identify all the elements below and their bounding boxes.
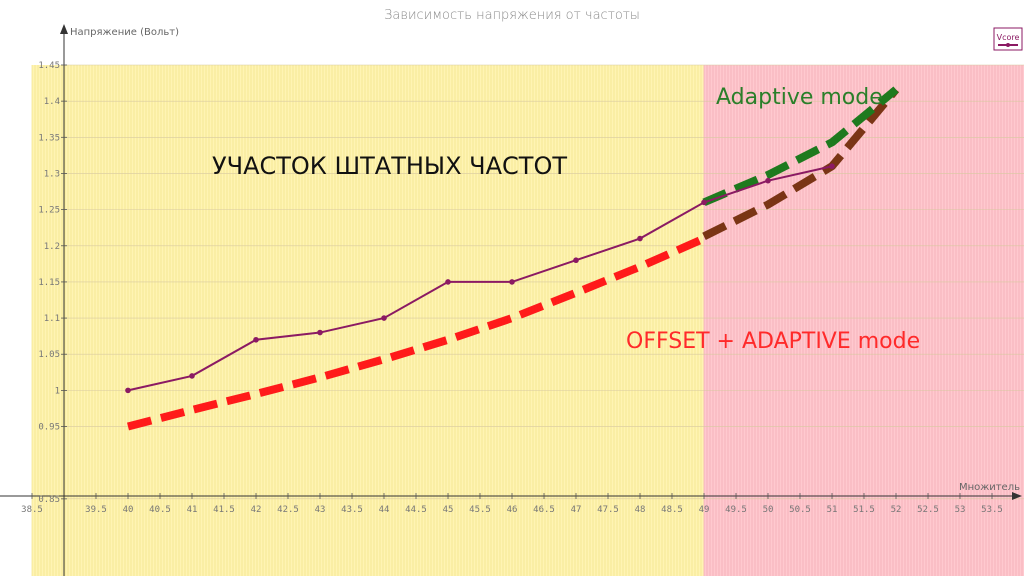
axes [0, 24, 1022, 576]
legend-label: Vcore [997, 33, 1020, 42]
x-tick-label: 52.5 [917, 505, 939, 515]
x-tick-label: 40 [123, 505, 134, 515]
data-point [765, 177, 771, 184]
x-tick-label: 45.5 [469, 505, 491, 515]
data-point [445, 279, 451, 285]
y-tick-label: 1 [55, 386, 60, 396]
y-tick-label: 1.25 [38, 206, 60, 216]
y-tick-label: 1.05 [38, 350, 60, 360]
x-tick-label: 46 [507, 505, 518, 515]
data-point [701, 199, 707, 206]
x-tick-label: 52 [891, 505, 902, 515]
y-tick-label: 0.95 [38, 423, 60, 433]
x-tick-label: 50 [763, 505, 774, 515]
x-tick-label: 48 [635, 505, 646, 515]
series-layer [125, 163, 835, 394]
x-axis-arrow [1012, 492, 1022, 500]
data-point [125, 387, 131, 394]
x-tick-label: 39.5 [85, 505, 107, 515]
y-tick-label: 1.1 [44, 314, 60, 324]
data-point [253, 336, 259, 343]
x-tick-label: 43 [315, 505, 326, 515]
x-tick-label: 45 [443, 505, 454, 515]
y-tick-label: 1.2 [44, 242, 60, 252]
x-tick-label: 48.5 [661, 505, 683, 515]
annotation-offset-adaptive-mode: OFFSET + ADAPTIVE mode [626, 329, 920, 354]
x-tick-label: 41.5 [213, 505, 235, 515]
data-point [573, 257, 579, 264]
data-point [189, 373, 195, 379]
legend-marker [1006, 43, 1010, 47]
series-line-vcore [127, 165, 833, 392]
legend: Vcore [993, 27, 1023, 51]
data-point [509, 279, 515, 285]
y-tick-labels: 1.45 1.4 1.35 1.3 1.25 1.2 1.15 1.1 1.05 1 0.95 0.8… [38, 61, 67, 505]
x-tick-label: 47 [571, 505, 582, 515]
x-tick-label: 44 [379, 505, 390, 515]
zone-stripes [31, 65, 1023, 576]
overlay-curve-1 [702, 87, 900, 240]
y-tick-label: 1.4 [44, 97, 60, 107]
x-tick-label: 42.5 [277, 505, 299, 515]
chart-title: Зависимость напряжения от частоты [384, 8, 640, 23]
x-tick-labels: 38.5 39.5 40 40.5 41 41.5 42 42.5 43 43.5 44 44.5 45… [21, 493, 1003, 515]
overlay-curves [126, 86, 900, 431]
data-point [381, 315, 387, 321]
x-tick-label: 53 [955, 505, 966, 515]
x-axis-label: Множитель [959, 482, 1020, 493]
x-tick-label: 47.5 [597, 505, 619, 515]
x-tick-label: 44.5 [405, 505, 427, 515]
x-tick-label: 49 [699, 505, 710, 515]
x-tick-label: 40.5 [149, 505, 171, 515]
x-tick-label: 46.5 [533, 505, 555, 515]
annotation-adaptive-mode: Adaptive mode [716, 85, 883, 110]
data-point [317, 329, 323, 336]
x-tick-label: 50.5 [789, 505, 811, 515]
y-axis-arrow [60, 24, 68, 34]
x-tick-label: 53.5 [981, 505, 1003, 515]
x-tick-label: 41 [187, 505, 198, 515]
y-tick-label: 0.85 [38, 495, 60, 505]
x-tick-label: 49.5 [725, 505, 747, 515]
x-tick-label: 51 [827, 505, 838, 515]
x-tick-label: 43.5 [341, 505, 363, 515]
x-tick-label: 51.5 [853, 505, 875, 515]
x-tick-label: 42 [251, 505, 262, 515]
data-point [829, 163, 835, 170]
x-tick-label: 38.5 [21, 505, 43, 515]
y-tick-label: 1.15 [38, 278, 60, 288]
y-tick-label: 1.3 [44, 169, 60, 179]
y-tick-label: 1.45 [38, 61, 60, 71]
data-point [637, 235, 643, 242]
y-axis-label: Напряжение (Вольт) [70, 27, 179, 38]
annotation-standard-frequencies: УЧАСТОК ШТАТНЫХ ЧАСТОТ [212, 152, 567, 180]
overlay-curve-2 [702, 86, 899, 207]
y-tick-label: 1.35 [38, 133, 60, 143]
